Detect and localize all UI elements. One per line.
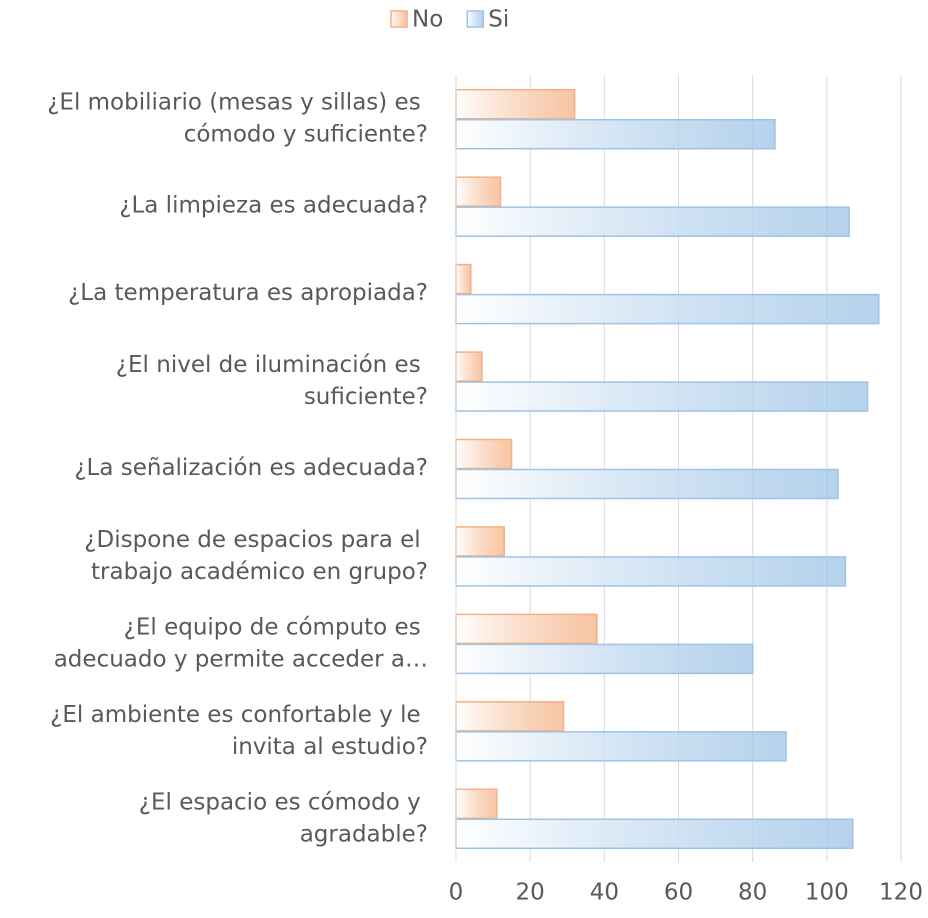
- y-tick-label: ¿El nivel de iluminación es suficiente?: [116, 352, 428, 410]
- x-tick-label: 80: [738, 880, 767, 906]
- x-tick-label: 20: [516, 880, 545, 906]
- x-tick-label: 100: [805, 880, 849, 906]
- bar: [455, 643, 754, 675]
- bar: [455, 468, 839, 500]
- bar: [455, 613, 598, 645]
- y-tick-label: ¿La limpieza es adecuada?: [119, 193, 428, 219]
- x-tick-label: 0: [449, 880, 464, 906]
- bar: [455, 206, 850, 237]
- bar: [455, 176, 502, 207]
- bar: [455, 788, 498, 820]
- bar: [455, 556, 847, 587]
- y-tick-label: ¿La señalización es adecuada?: [74, 455, 428, 481]
- bar: [455, 88, 576, 120]
- bar: [455, 381, 869, 412]
- y-tick-label: ¿Dispone de espacios para el trabajo aca…: [84, 526, 428, 584]
- bar: [455, 263, 472, 295]
- legend-label: No: [412, 7, 443, 33]
- bar: [455, 438, 513, 470]
- bar: [455, 351, 483, 382]
- y-tick-label: ¿La temperatura es apropiada?: [68, 280, 428, 306]
- y-tick-label: ¿El ambiente es confortable y le invita …: [50, 701, 428, 759]
- bar: [455, 118, 776, 150]
- x-tick-label: 40: [590, 880, 619, 906]
- y-tick-label: ¿El espacio es cómodo y agradable?: [139, 789, 428, 847]
- legend-swatch: [390, 10, 408, 28]
- bar: [455, 731, 787, 762]
- x-tick-label: 60: [664, 880, 693, 906]
- legend-swatch: [466, 10, 485, 28]
- x-tick-label: 120: [879, 880, 923, 906]
- bar: [455, 818, 854, 850]
- bar: [455, 293, 880, 325]
- y-tick-label: ¿El equipo de cómputo es adecuado y perm…: [54, 614, 428, 672]
- y-tick-label: ¿El mobiliario (mesas y sillas) es cómod…: [47, 89, 428, 147]
- bar: [455, 526, 505, 557]
- legend-label: Si: [488, 7, 509, 33]
- bar: [455, 701, 565, 732]
